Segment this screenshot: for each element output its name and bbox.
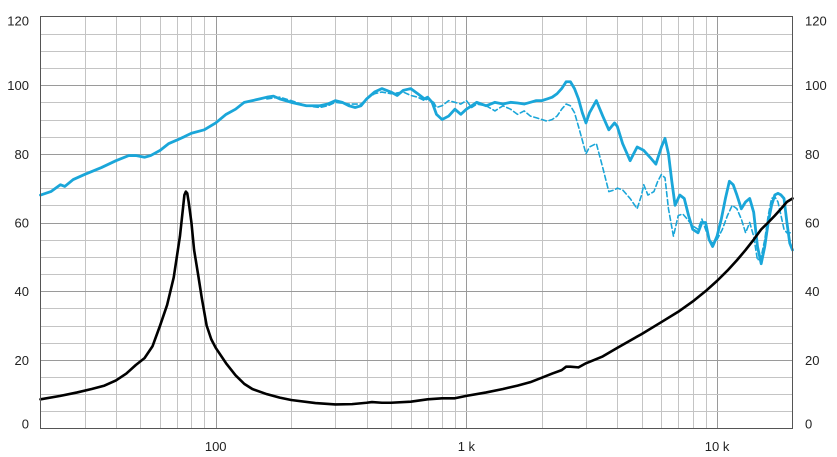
series-line-3: [39, 190, 794, 406]
x-tick-label: 1 k: [458, 439, 476, 454]
plot-frame: [40, 16, 793, 429]
y-tick-label-left: 60: [15, 216, 29, 231]
y-tick-label-left: 120: [7, 14, 29, 29]
series-line-1: [39, 80, 794, 266]
y-tick-label-left: 100: [7, 78, 29, 93]
y-tick-label-right: 80: [805, 147, 819, 162]
series-line-2: [266, 91, 794, 262]
y-axis-right-labels: 0 20 40 60 80 100 120: [805, 14, 827, 432]
grid: [40, 16, 793, 429]
y-tick-label-right: 100: [805, 78, 827, 93]
y-tick-label-right: 0: [805, 417, 812, 432]
y-axis-left-labels: 0 20 40 60 80 100 120: [7, 14, 29, 432]
y-tick-label-right: 60: [805, 216, 819, 231]
y-tick-label-left: 20: [15, 353, 29, 368]
y-tick-label-left: 40: [15, 284, 29, 299]
y-tick-label-right: 20: [805, 353, 819, 368]
y-tick-label-left: 80: [15, 147, 29, 162]
plot-series: [39, 80, 794, 406]
x-tick-label: 10 k: [705, 439, 730, 454]
y-tick-label-right: 40: [805, 284, 819, 299]
x-tick-label: 100: [205, 439, 227, 454]
x-axis-labels: 100 1 k 10 k: [205, 439, 730, 454]
y-tick-label-left: 0: [22, 417, 29, 432]
y-tick-label-right: 120: [805, 14, 827, 29]
